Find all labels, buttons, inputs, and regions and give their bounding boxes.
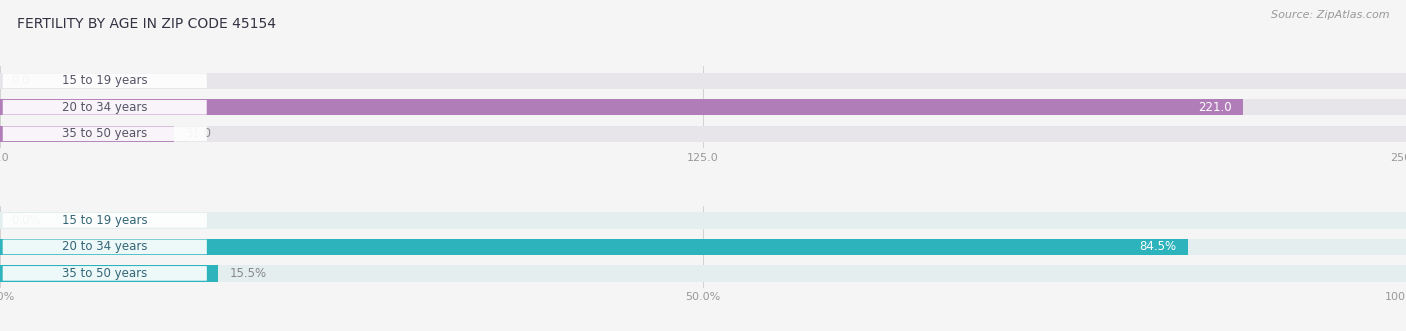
Text: 0.0: 0.0 — [11, 74, 30, 87]
FancyBboxPatch shape — [3, 100, 207, 115]
Bar — [0, 99, 1243, 116]
Text: 221.0: 221.0 — [1198, 101, 1232, 114]
Text: 84.5%: 84.5% — [1140, 240, 1177, 254]
FancyBboxPatch shape — [3, 73, 207, 88]
Text: 35 to 50 years: 35 to 50 years — [62, 127, 148, 140]
Bar — [0, 212, 1406, 229]
Text: 31.0: 31.0 — [186, 127, 211, 140]
FancyBboxPatch shape — [3, 126, 207, 141]
FancyBboxPatch shape — [3, 266, 207, 281]
Bar — [0, 125, 174, 142]
Text: 15 to 19 years: 15 to 19 years — [62, 74, 148, 87]
Bar — [0, 125, 1406, 142]
Bar — [0, 265, 218, 282]
FancyBboxPatch shape — [3, 240, 207, 254]
Text: 35 to 50 years: 35 to 50 years — [62, 267, 148, 280]
Text: 0.0%: 0.0% — [11, 214, 41, 227]
Text: 15.5%: 15.5% — [229, 267, 266, 280]
Bar — [0, 99, 1406, 116]
Text: 15 to 19 years: 15 to 19 years — [62, 214, 148, 227]
Bar — [0, 239, 1188, 255]
Bar — [0, 265, 1406, 282]
Text: 20 to 34 years: 20 to 34 years — [62, 101, 148, 114]
Text: FERTILITY BY AGE IN ZIP CODE 45154: FERTILITY BY AGE IN ZIP CODE 45154 — [17, 17, 276, 30]
FancyBboxPatch shape — [3, 213, 207, 228]
Text: Source: ZipAtlas.com: Source: ZipAtlas.com — [1271, 10, 1389, 20]
Text: 20 to 34 years: 20 to 34 years — [62, 240, 148, 254]
Bar — [0, 239, 1406, 255]
Bar — [0, 72, 1406, 89]
